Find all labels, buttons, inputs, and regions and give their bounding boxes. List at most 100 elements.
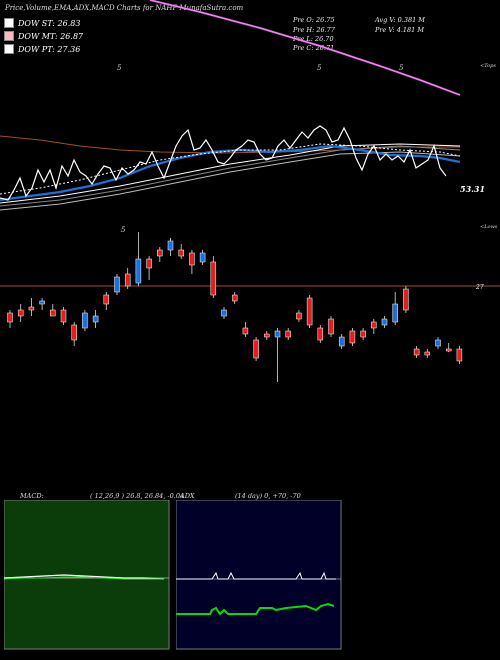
candle [306,295,313,328]
candle-body [456,348,463,362]
legend-swatch [4,18,14,28]
candle [231,292,238,304]
candle [157,247,163,262]
legend-swatch [4,31,14,41]
legend-swatch [4,44,14,54]
swing-marker: 5 [121,226,126,234]
candle [189,250,195,274]
ema-band-1 [0,145,461,207]
candle [285,328,291,340]
candle-body [242,327,249,335]
swing-marker: 5 [399,64,404,72]
ema-band-2 [0,151,461,211]
macd-line [4,574,165,580]
candle-body [28,306,35,311]
candle-body [296,312,302,320]
candle [274,328,281,382]
candle [17,304,24,322]
price-level-label: 27 [475,284,484,291]
candle-body [413,348,420,356]
lows-label: <Lows [480,224,498,230]
candle [146,256,152,280]
candle [242,322,249,337]
candle [114,274,120,295]
candle-body [135,258,142,284]
candle-body [360,330,366,338]
candle [338,334,345,349]
candle [435,337,441,349]
candle-body [17,309,24,317]
candle [392,292,398,325]
stat-open: Pre O: 26.75 [293,16,335,24]
candle-body [178,249,184,257]
candle [328,316,334,337]
candle [7,310,13,328]
candle-body [39,300,45,305]
candle-body [82,312,88,329]
candle [360,328,366,340]
price-close-line [0,125,447,201]
stat-close: Pre C: 26.71 [293,44,335,52]
candle-body [60,309,67,323]
candle [124,268,131,289]
candle-body [338,336,345,347]
candle [135,232,142,286]
candle [71,322,77,346]
candle [60,307,67,325]
candle [413,346,420,358]
candle [221,307,227,319]
candle-body [403,288,409,311]
chart-title: Price,Volume,EMA,ADX,MACD Charts for NAH… [5,4,244,12]
stat-avg-volume: Avg V: 0.381 M [375,16,425,24]
candle [39,298,45,310]
adx-panel-bg [176,500,342,650]
candle-body [349,330,356,344]
candle [371,319,377,334]
candle-body [231,294,238,302]
candle-body [317,327,324,341]
adx-panel [176,500,342,650]
stat-prev-volume: Pre V: 4.181 M [375,26,425,34]
adx-plus-di-line [176,571,336,580]
candle [178,244,184,259]
candle-body [210,261,217,296]
macd-label: MACD: [20,492,44,500]
candle-body [124,273,131,287]
candle [28,298,35,316]
candle-body [221,309,227,317]
legend-label: DOW ST: 26.83 [18,18,81,28]
candle [445,343,452,352]
candle [424,349,431,358]
candle-body [328,318,334,335]
legend-dow-mt: DOW MT: 26.87 [4,31,83,41]
swing-marker: 5 [317,64,322,72]
candle-body [435,339,441,347]
legend-dow-pt: DOW PT: 27.36 [4,44,80,54]
ema-dashed-line [0,143,461,195]
candle [456,346,463,364]
candle-body [306,297,313,326]
candle-body [274,330,281,338]
dow-mt-line-highlight [149,0,461,96]
adx-params: (14 day) 0, +70, -70 [235,492,301,500]
candle-body [114,276,120,293]
macd-params: ( 12,26,9 ) 26.8, 26.84, -0.04 [90,492,185,500]
candle [264,331,270,340]
candle [210,256,217,298]
candle-body [264,333,270,338]
legend-dow-st: DOW ST: 26.83 [4,18,80,28]
dow-mt-line [149,0,461,96]
candle-body [253,339,259,359]
macd-panel [4,500,170,650]
price-chart: <Tops <Lows 53.31 27 5 5 5 5 [0,0,500,382]
candle [103,292,110,310]
candle [167,238,174,256]
adx-label: ADX [180,492,195,500]
candles-group [7,232,463,382]
candle-body [371,321,377,329]
candle [50,304,56,317]
candle-body [445,348,452,352]
candle-body [157,249,163,257]
candle-body [381,318,388,326]
candle-body [392,303,398,323]
